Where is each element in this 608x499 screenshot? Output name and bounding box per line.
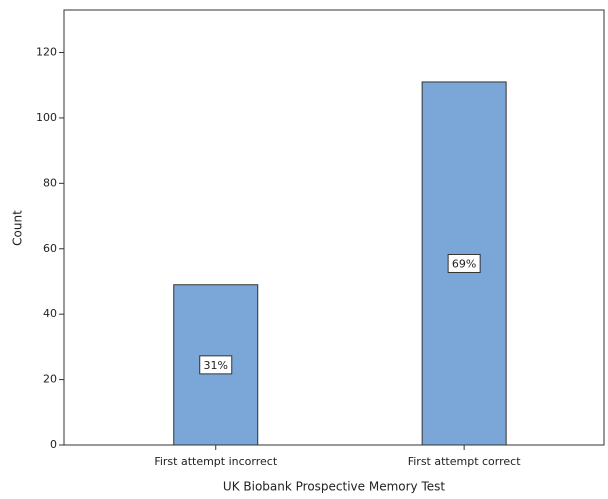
x-tick-label: First attempt incorrect [154, 455, 278, 468]
y-tick-label: 40 [43, 307, 57, 320]
value-label-box [199, 355, 233, 375]
value-label: 31% [204, 359, 228, 372]
value-label: 69% [452, 257, 476, 270]
y-tick-label: 20 [43, 373, 57, 386]
plot-frame [63, 9, 605, 446]
value-label-box [447, 253, 481, 273]
y-tick-label: 0 [50, 438, 57, 451]
y-tick-label: 120 [36, 46, 57, 59]
x-tick-label: First attempt correct [408, 455, 521, 468]
x-axis-label: UK Biobank Prospective Memory Test [223, 480, 445, 494]
y-tick-label: 60 [43, 242, 57, 255]
y-axis-label: Count [11, 210, 25, 246]
y-tick-label: 80 [43, 176, 57, 189]
y-tick-label: 100 [36, 111, 57, 124]
